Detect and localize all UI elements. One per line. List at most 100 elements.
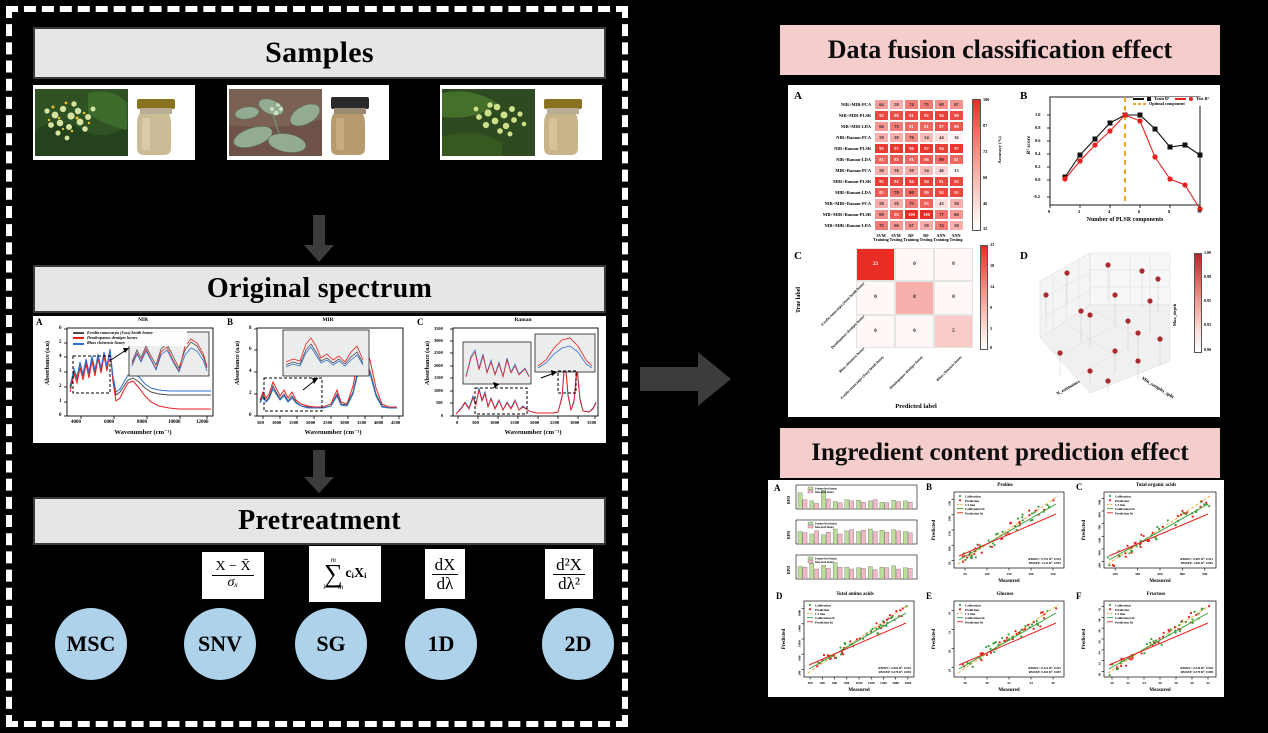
y-tick-label: 28 [948,668,952,672]
scatter-point [979,657,982,660]
plsr-xtick: 8 [1168,209,1171,214]
rpd-bar [903,567,908,580]
method-1d[interactable]: 1D [405,608,477,680]
scatter-point [992,542,995,545]
heatmap-row-label: MIR+Raman-PCA [835,168,871,173]
x-tick-label: 800 [1180,572,1185,576]
scatter-point [1125,664,1128,667]
x-tick-label: 30 [985,681,989,685]
sample-photo-card-2 [227,85,389,160]
legend-label: Calibration fit [965,507,986,511]
rpd-bar [802,566,808,580]
scatter-point [970,554,973,557]
first-derivative-formula: dX dλ [425,549,465,599]
heatmap-cell: 87 [934,121,949,132]
scatter-point [1202,503,1206,506]
heatmap-cell: 89 [889,110,904,121]
scatter-point [1037,505,1040,508]
confusion-pred-label-1: Dendropanax dentiger honey [888,355,924,391]
regression-stat: RMSEC: 0.687 R²: 0.912 [1180,557,1213,561]
prediction-title: Ingredient content prediction effect [811,439,1189,466]
scatter-point [1162,631,1165,635]
col-label-line2: Training [873,237,889,243]
heatmap-cell: 92 [919,110,934,121]
scatter-point [1020,628,1023,631]
x-tick-label: 30 [1110,681,1114,685]
heatmap-row-label: NIR+MIR+Raman-PCA [824,201,871,206]
scatter-point [891,615,894,618]
scatter-point [1126,544,1129,547]
regression-panel-title: Total organic acids [1135,483,1177,488]
confusion-cell: 0 [856,281,895,315]
sg-sum-upper: m [330,555,336,564]
method-sg-label: SG [316,631,346,656]
method-2d[interactable]: 2D [542,608,614,680]
y-tick-label: 32 [948,630,952,634]
colorbar-tick: 100 [983,97,990,102]
confusion-matrix: 23 0 0 0 8 0 0 0 5 [856,248,973,348]
legend-swatch-train [1133,98,1144,101]
classification-panel-c-letter: C [794,250,802,262]
rpd-bar [849,529,854,545]
method-2d-label: 2D [564,631,592,656]
x-tick-label: 600 [1157,572,1162,576]
heatmap-cell: 44 [934,132,949,143]
x-tick-label: 36 [1051,681,1055,685]
raman-ytick: 2500 [434,350,443,355]
raman-ytick: 2000 [434,363,443,368]
scatter-point [899,609,902,612]
colorbar-tick: 72 [983,149,988,154]
heatmap-cell: 92 [934,187,949,198]
heatmap-cell: 80 [934,154,949,165]
legend-label-train: Train R² [1154,96,1170,101]
scatter-point [1028,514,1031,517]
first-derivative-numerator: dX [431,555,459,575]
scatter-point [1023,628,1027,631]
original-spectrum-title: Original spectrum [206,273,433,304]
rpd-bar [861,501,866,510]
regression-panel: F Fructose 30 32 34 36 38 40 42 30 32 34 36 38 40 42 Mea… [1074,589,1224,697]
second-derivative-denominator: dλ² [558,573,580,593]
mir-xtick: 1000 [272,420,282,425]
heatmap-row-label: NIR+MIR-PLSR [838,113,871,118]
mir-xtick: 4000 [374,420,384,425]
legend-label: Calibration [965,495,981,499]
confusion-ylabel: True label [796,286,802,314]
plsr-ytick: 1.0 [1035,112,1041,117]
spectrum-panel-b-title: MIR [322,317,334,323]
scatter-point [1182,511,1185,514]
method-sg[interactable]: SG [295,608,367,680]
scatter-point [1046,609,1049,612]
legend-label: Calibration fit [815,616,836,620]
raman-xtick: 1500 [510,420,520,425]
x-axis-label: Measured [998,579,1020,584]
raman-xtick: 0 [456,420,459,425]
raman-xtick: 1000 [490,420,500,425]
rpd-bar [903,531,908,545]
heatmap-cell: 81 [949,154,964,165]
raman-xtick: 3000 [570,420,580,425]
heatmap-cell: 81 [904,121,919,132]
heatmap-cell: 91 [904,110,919,121]
regression-scatter-chart: 200 400 600 800 1000 1200 1400 1600 1800 200 600 10… [782,600,915,693]
scatter-point [1115,666,1119,669]
x-tick-label: 600 [832,681,837,685]
x-tick-label: 150 [1006,572,1011,576]
svg-text:RPD: RPD [786,566,791,574]
rpd-bar [832,562,838,580]
method-snv[interactable]: SNV [184,608,256,680]
heatmap-cell: 86 [949,121,964,132]
rpd-bar [879,530,885,545]
x-tick-label: 34 [1029,681,1033,685]
method-msc[interactable]: MSC [55,608,127,680]
raman-xtick: 2000 [530,420,540,425]
legend-swatch-rhus [73,342,84,345]
legend-item: Dendropanax dentiger honey [73,335,187,340]
scatter-point [1124,552,1127,555]
scatter-point [1003,639,1006,643]
x-tick-label: 1800 [904,681,911,685]
scatter-point [839,646,842,649]
sg-formula: m ∑ i = −m cᵢXᵢ [309,546,381,602]
legend-label: Prediction [1115,608,1129,612]
heatmap-cell: 100 [919,209,934,220]
